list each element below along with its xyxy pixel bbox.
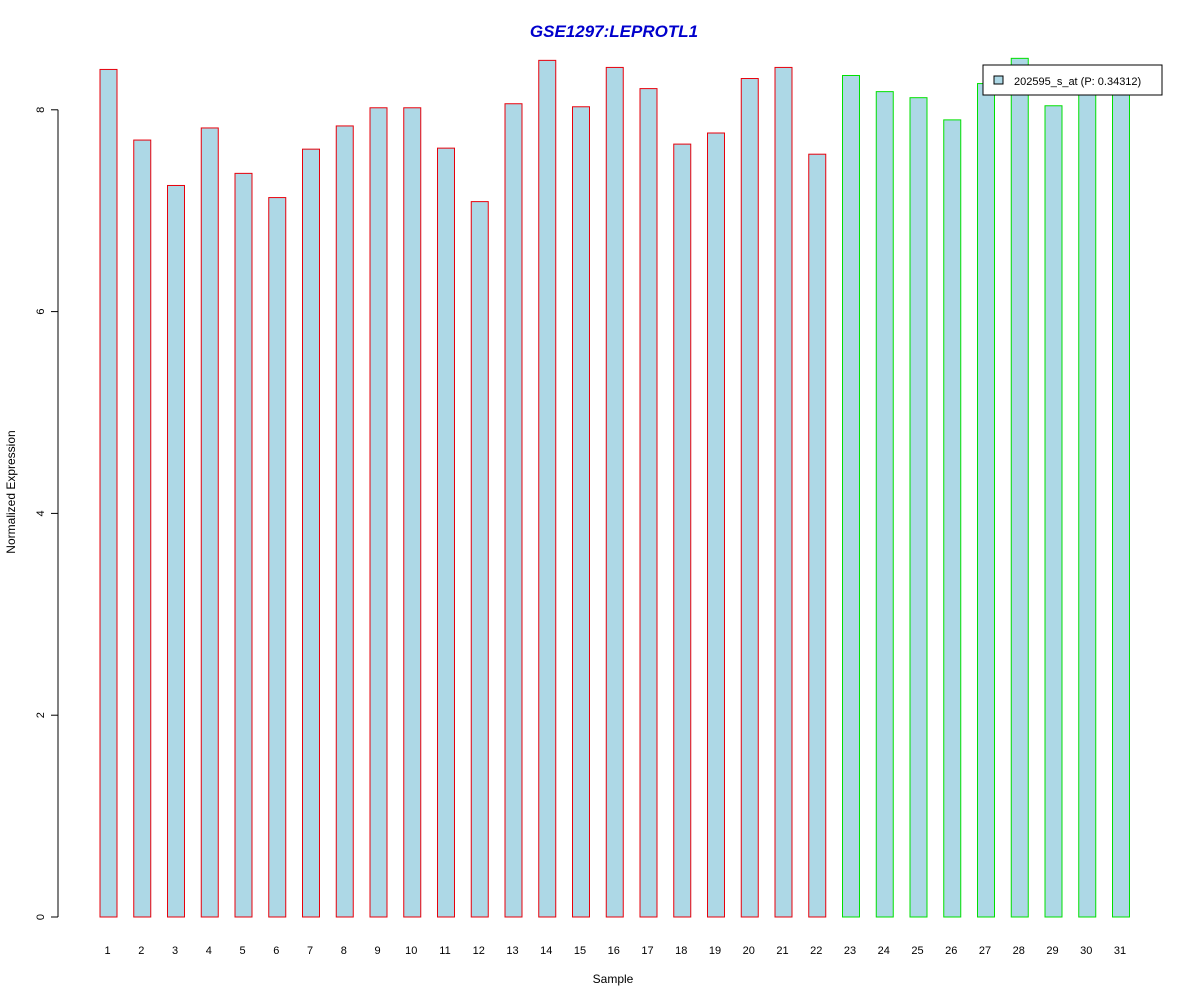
y-tick-label: 8	[35, 107, 47, 113]
x-tick-label: 25	[911, 945, 923, 957]
legend-box	[982, 64, 1163, 96]
x-tick-label: 6	[273, 945, 279, 957]
bar	[1010, 57, 1029, 918]
legend-entry: 202595_s_at (P: 0.34312)	[1014, 76, 1141, 88]
bar	[707, 132, 725, 918]
bar	[572, 106, 590, 918]
bar	[605, 66, 624, 918]
x-tick-label: 27	[979, 945, 991, 957]
bar	[234, 172, 253, 918]
bar	[1078, 94, 1097, 918]
x-tick-label: 2	[138, 945, 144, 957]
bar	[943, 119, 962, 918]
y-axis-label: Normalized Expression	[4, 430, 18, 553]
x-tick-label: 30	[1080, 945, 1092, 957]
bar	[842, 74, 860, 918]
bar	[909, 97, 928, 918]
bars	[99, 57, 1130, 918]
bar	[808, 153, 827, 918]
bar	[1044, 105, 1063, 918]
bar	[369, 107, 388, 918]
y-tick-label: 0	[35, 914, 47, 920]
bar	[504, 103, 523, 918]
y-tick-label: 2	[35, 712, 47, 718]
legend: 202595_s_at (P: 0.34312)	[982, 64, 1163, 96]
x-tick-label: 8	[341, 945, 347, 957]
x-tick-label: 23	[844, 945, 856, 957]
bar	[200, 127, 219, 918]
bar	[673, 143, 692, 918]
bar	[133, 139, 152, 918]
y-axis: 0 2 4 6 8	[35, 107, 59, 920]
bar	[740, 78, 759, 918]
x-tick-label: 31	[1114, 945, 1126, 957]
x-tick-label: 19	[709, 945, 721, 957]
x-tick-label: 20	[743, 945, 755, 957]
x-tick-label: 16	[608, 945, 620, 957]
bar	[167, 184, 185, 918]
x-tick-label: 22	[810, 945, 822, 957]
x-tick-label: 24	[878, 945, 890, 957]
x-tick-label: 15	[574, 945, 586, 957]
bar	[437, 147, 455, 918]
bar	[335, 125, 354, 918]
y-tick-label: 6	[35, 309, 47, 315]
x-tick-label: 17	[641, 945, 653, 957]
x-tick-label: 18	[675, 945, 687, 957]
bar	[403, 107, 422, 918]
x-tick-label: 3	[172, 945, 178, 957]
bar	[639, 88, 658, 918]
bar	[99, 68, 118, 918]
x-tick-label: 4	[206, 945, 212, 957]
bar	[875, 91, 894, 918]
x-tick-label: 12	[473, 945, 485, 957]
legend-swatch	[993, 75, 1004, 85]
x-tick-label: 14	[540, 945, 552, 957]
x-tick-label: 1	[104, 945, 110, 957]
x-tick-label: 26	[945, 945, 957, 957]
x-tick-labels: 1 2 3 4 5 6 7 8 9 10 11 12 13 14 15 16 17 18 19 20 21 22 23 24 2…	[104, 945, 1126, 957]
bar	[977, 83, 995, 918]
chart-title: GSE1297:LEPROTL1	[530, 22, 698, 41]
bar	[302, 148, 320, 918]
bar	[268, 197, 287, 918]
y-tick-label: 4	[35, 510, 47, 516]
x-tick-label: 21	[776, 945, 788, 957]
bar	[774, 66, 793, 918]
x-tick-label: 13	[506, 945, 518, 957]
x-tick-label: 11	[439, 945, 450, 957]
x-tick-label: 28	[1013, 945, 1025, 957]
x-tick-label: 9	[374, 945, 380, 957]
x-axis-label: Sample	[593, 972, 634, 986]
bar	[470, 201, 489, 918]
bar	[538, 59, 557, 918]
x-tick-label: 10	[405, 945, 417, 957]
x-tick-label: 7	[307, 945, 313, 957]
x-tick-label: 5	[239, 945, 245, 957]
x-tick-label: 29	[1046, 945, 1058, 957]
bar	[1112, 90, 1130, 918]
